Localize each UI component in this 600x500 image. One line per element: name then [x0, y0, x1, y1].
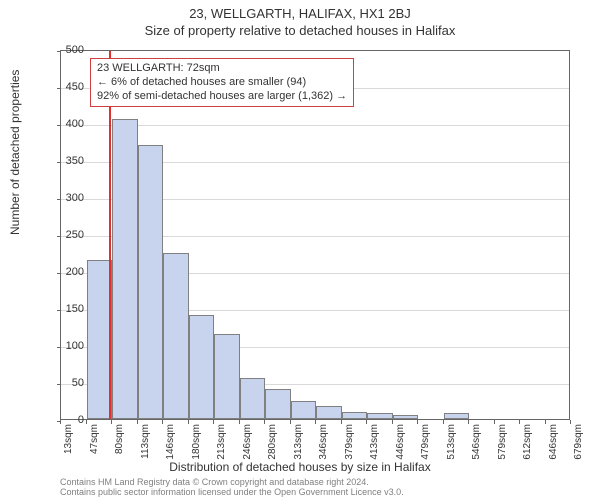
xtick-mark [213, 420, 214, 424]
xtick-label: 280sqm [267, 424, 278, 460]
xtick-label: 246sqm [242, 424, 253, 460]
xtick-mark [137, 420, 138, 424]
ytick-label: 50 [54, 377, 84, 389]
xtick-mark [162, 420, 163, 424]
histogram-bar [342, 412, 368, 419]
ytick-label: 400 [54, 118, 84, 130]
ytick-label: 0 [54, 414, 84, 426]
xtick-mark [239, 420, 240, 424]
ytick-label: 500 [54, 44, 84, 56]
xtick-mark [366, 420, 367, 424]
xtick-mark [417, 420, 418, 424]
xtick-mark [315, 420, 316, 424]
footer: Contains HM Land Registry data © Crown c… [60, 478, 404, 498]
xtick-label: 146sqm [165, 424, 176, 460]
xtick-label: 313sqm [293, 424, 304, 460]
ytick-label: 350 [54, 155, 84, 167]
xtick-label: 646sqm [548, 424, 559, 460]
xtick-mark [290, 420, 291, 424]
ytick-label: 250 [54, 229, 84, 241]
histogram-bar [367, 413, 393, 419]
histogram-bar [265, 389, 291, 419]
xtick-label: 579sqm [497, 424, 508, 460]
xtick-label: 13sqm [63, 424, 74, 454]
xtick-label: 379sqm [344, 424, 355, 460]
xtick-label: 546sqm [471, 424, 482, 460]
xtick-label: 213sqm [216, 424, 227, 460]
xtick-mark [188, 420, 189, 424]
histogram-bar [240, 378, 266, 419]
xtick-label: 413sqm [369, 424, 380, 460]
annotation-line-2: ← 6% of detached houses are smaller (94) [97, 76, 347, 90]
histogram-bar [214, 334, 240, 419]
ytick-label: 300 [54, 192, 84, 204]
xtick-label: 180sqm [191, 424, 202, 460]
histogram-bar [163, 253, 189, 420]
histogram-bar [291, 401, 317, 420]
xtick-label: 346sqm [318, 424, 329, 460]
chart-area: 23 WELLGARTH: 72sqm ← 6% of detached hou… [60, 50, 570, 420]
footer-line-2: Contains public sector information licen… [60, 488, 404, 498]
annotation-line-3: 92% of semi-detached houses are larger (… [97, 90, 347, 104]
xtick-mark [341, 420, 342, 424]
histogram-bar [189, 315, 215, 419]
annotation-line-1: 23 WELLGARTH: 72sqm [97, 62, 347, 76]
xtick-label: 113sqm [140, 424, 151, 459]
xtick-mark [468, 420, 469, 424]
ytick-label: 450 [54, 81, 84, 93]
histogram-bar [138, 145, 164, 419]
histogram-bar [112, 119, 138, 419]
ytick-label: 100 [54, 340, 84, 352]
page-title-address: 23, WELLGARTH, HALIFAX, HX1 2BJ [0, 0, 600, 21]
ytick-label: 200 [54, 266, 84, 278]
xtick-mark [519, 420, 520, 424]
xtick-mark [494, 420, 495, 424]
xtick-label: 47sqm [89, 424, 100, 454]
x-axis-label: Distribution of detached houses by size … [0, 460, 600, 474]
xtick-label: 513sqm [446, 424, 457, 460]
xtick-label: 479sqm [420, 424, 431, 460]
xtick-label: 679sqm [573, 424, 584, 460]
page-subtitle: Size of property relative to detached ho… [0, 21, 600, 38]
xtick-mark [111, 420, 112, 424]
xtick-label: 80sqm [114, 424, 125, 454]
xtick-mark [443, 420, 444, 424]
xtick-mark [545, 420, 546, 424]
histogram-bar [316, 406, 342, 419]
xtick-mark [570, 420, 571, 424]
histogram-bar [444, 413, 470, 419]
xtick-label: 446sqm [395, 424, 406, 460]
ytick-label: 150 [54, 303, 84, 315]
histogram-bar [393, 415, 419, 419]
xtick-mark [264, 420, 265, 424]
y-axis-label: Number of detached properties [8, 70, 22, 235]
annotation-box: 23 WELLGARTH: 72sqm ← 6% of detached hou… [90, 58, 354, 107]
xtick-label: 612sqm [522, 424, 533, 460]
xtick-mark [86, 420, 87, 424]
xtick-mark [392, 420, 393, 424]
